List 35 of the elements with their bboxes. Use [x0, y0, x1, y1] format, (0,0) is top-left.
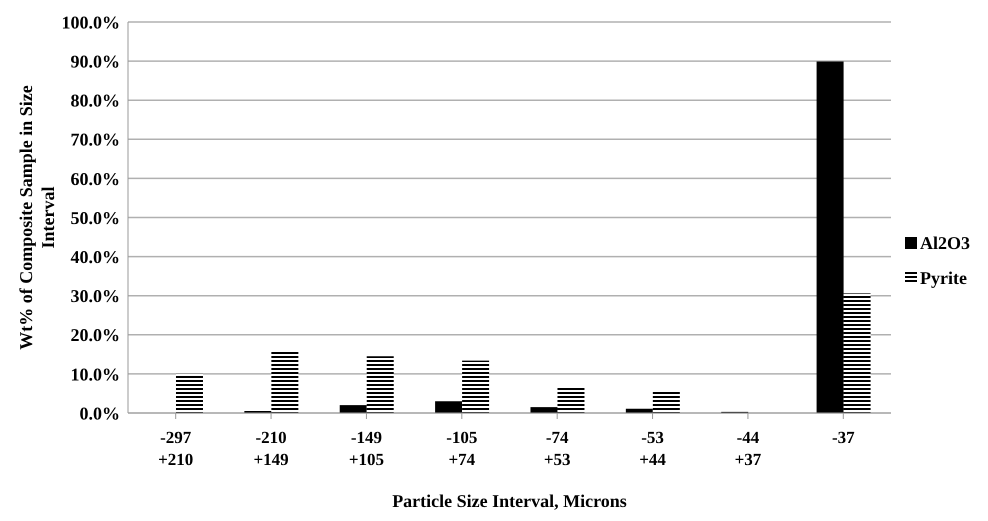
x-tick-label: -37	[832, 428, 856, 447]
bar	[530, 407, 558, 413]
x-tick-label: -105 +74	[446, 428, 478, 469]
bar	[816, 61, 844, 413]
y-tick-label: 100.0%	[62, 12, 120, 32]
y-axis-title: Wt% of Composite Sample in Size Interval	[16, 85, 58, 350]
y-tick-label: 20.0%	[70, 325, 120, 346]
x-tick-label: -149 +105	[348, 428, 384, 469]
y-tick-label: 90.0%	[70, 51, 120, 72]
bar	[844, 293, 871, 413]
bar	[271, 352, 298, 413]
y-tick-label: 60.0%	[70, 168, 120, 189]
x-tick-label: -297 +210	[158, 428, 194, 469]
bar	[462, 360, 490, 413]
y-tick-label: 0.0%	[80, 403, 120, 424]
bar	[435, 401, 462, 413]
y-tick-label: 10.0%	[70, 364, 120, 384]
bar	[176, 374, 203, 413]
x-tick-label: -44 +37	[734, 428, 762, 469]
bar	[366, 356, 394, 413]
x-tick-label: -74 +53	[544, 428, 571, 469]
y-tick-label: 30.0%	[70, 286, 120, 306]
legend-label: Al2O3	[920, 232, 970, 254]
x-tick-label: -210 +149	[253, 428, 289, 469]
bar	[652, 391, 680, 413]
y-tick-label: 80.0%	[70, 90, 120, 111]
y-tick-label: 50.0%	[70, 208, 120, 228]
bar	[557, 386, 584, 413]
legend-label: Pyrite	[920, 268, 967, 288]
x-axis-title: Particle Size Interval, Microns	[392, 491, 627, 511]
bar	[340, 405, 367, 413]
y-tick-label: 70.0%	[70, 130, 120, 150]
x-tick-label: -53 +44	[639, 428, 666, 469]
bar	[626, 408, 653, 413]
y-tick-label: 40.0%	[70, 246, 120, 267]
